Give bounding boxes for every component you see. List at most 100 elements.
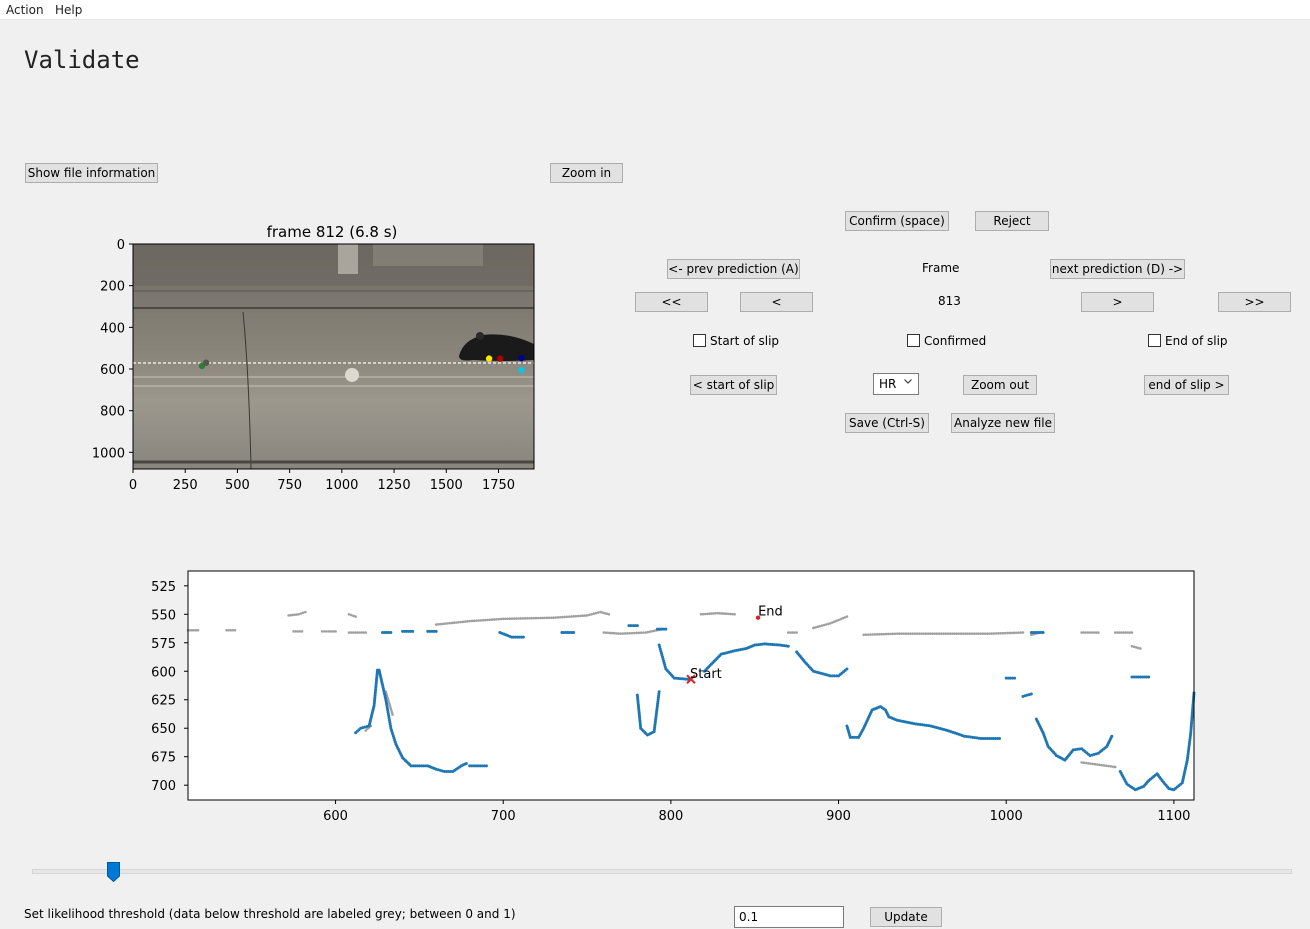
data-point-low — [492, 618, 496, 621]
data-point-low — [891, 632, 895, 636]
data-point-low — [955, 632, 958, 635]
threshold-input[interactable] — [734, 906, 844, 928]
data-point — [417, 764, 421, 768]
step-forward-button[interactable]: > — [1081, 292, 1154, 312]
keypoint-marker — [496, 355, 504, 362]
data-point-low — [299, 612, 303, 615]
data-point-low — [463, 620, 467, 623]
data-point-low — [608, 631, 612, 635]
data-point-low — [1092, 631, 1096, 634]
data-point — [1132, 675, 1136, 679]
data-point — [484, 764, 488, 768]
save-button[interactable]: Save (Ctrl-S) — [845, 413, 929, 433]
checkbox-box[interactable] — [693, 334, 706, 347]
data-point-low — [479, 619, 483, 622]
menu-help[interactable]: Help — [55, 3, 83, 17]
x-tick-label: 1750 — [482, 478, 515, 493]
threshold-slider-track[interactable] — [32, 869, 1292, 874]
data-point-low — [621, 632, 625, 635]
data-point-low — [325, 630, 328, 633]
prev-prediction-button[interactable]: <- prev prediction (A) — [667, 259, 800, 279]
data-point-low — [583, 614, 587, 617]
end-of-slip-checkbox[interactable]: End of slip — [1148, 334, 1228, 348]
data-point-low — [1093, 762, 1097, 766]
data-point — [985, 736, 989, 740]
data-point-low — [443, 622, 447, 625]
data-point-low — [388, 702, 391, 706]
data-point-low — [953, 632, 956, 635]
data-point-low — [592, 612, 596, 616]
data-point — [380, 631, 384, 635]
data-point-low — [994, 632, 998, 635]
start-of-slip-checkbox[interactable]: Start of slip — [693, 334, 779, 348]
confirm-button[interactable]: Confirm (space) — [845, 211, 949, 231]
data-point-low — [786, 631, 790, 634]
confirmed-checkbox[interactable]: Confirmed — [907, 334, 986, 348]
data-point — [447, 770, 451, 774]
data-point-low — [917, 632, 921, 635]
x-tick-label: 0 — [129, 478, 137, 493]
data-point-low — [561, 615, 564, 619]
x-tick-label: 1100 — [1157, 809, 1190, 824]
data-point-low — [824, 623, 828, 626]
data-point-low — [385, 694, 389, 698]
data-point-low — [716, 611, 720, 615]
jump-back-button[interactable]: << — [635, 292, 708, 312]
data-point-low — [354, 615, 357, 618]
data-point-low — [900, 632, 903, 635]
data-point-low — [632, 631, 636, 635]
data-point-low — [366, 727, 369, 731]
data-point — [389, 631, 393, 635]
x-tick-label: 1250 — [378, 478, 411, 493]
data-point-low — [1088, 631, 1092, 634]
data-point-low — [504, 617, 507, 621]
data-point — [426, 629, 430, 633]
start-label: Start — [690, 667, 722, 682]
data-point-low — [893, 632, 897, 636]
data-point-low — [1014, 631, 1018, 635]
data-point-low — [703, 612, 707, 616]
next-prediction-button[interactable]: next prediction (D) -> — [1050, 259, 1185, 279]
limb-select[interactable]: HR — [873, 373, 919, 395]
data-point — [1013, 676, 1017, 680]
data-point — [848, 735, 852, 739]
data-point-low — [898, 632, 901, 635]
data-point — [464, 762, 468, 766]
data-point — [629, 624, 633, 628]
data-point — [1147, 675, 1151, 679]
update-button[interactable]: Update — [870, 907, 942, 927]
data-point — [411, 764, 415, 768]
data-point-low — [935, 632, 939, 635]
jump-forward-button[interactable]: >> — [1218, 292, 1291, 312]
data-point-low — [508, 617, 512, 621]
data-point-low — [570, 615, 573, 618]
checkbox-box[interactable] — [1148, 334, 1161, 347]
show-file-info-button[interactable]: Show file information — [25, 163, 158, 183]
data-point-low — [490, 618, 494, 621]
reject-button[interactable]: Reject — [975, 211, 1049, 231]
data-point-low — [194, 628, 198, 632]
data-point-low — [349, 613, 353, 617]
checkbox-box[interactable] — [907, 334, 920, 347]
menu-action[interactable]: Action — [6, 3, 44, 17]
analyze-new-file-button[interactable]: Analyze new file — [951, 413, 1055, 433]
end-of-slip-nav-button[interactable]: end of slip > — [1144, 375, 1229, 395]
data-point-low — [957, 632, 961, 635]
data-point-low — [497, 617, 501, 621]
zoom-out-button[interactable]: Zoom out — [963, 375, 1037, 395]
chevron-down-icon — [904, 379, 912, 384]
threshold-slider-thumb[interactable] — [106, 862, 120, 882]
data-point — [468, 764, 472, 768]
data-point-low — [639, 631, 643, 635]
data-point-low — [1008, 631, 1011, 635]
keypoint-marker — [485, 355, 493, 362]
y-tick-label: 600 — [100, 363, 125, 378]
zoom-in-button[interactable]: Zoom in — [550, 163, 623, 183]
start-of-slip-nav-button[interactable]: < start of slip — [690, 375, 777, 395]
data-point-low — [828, 622, 832, 625]
data-point-low — [437, 623, 440, 626]
step-back-button[interactable]: < — [740, 292, 813, 312]
data-point-low — [1095, 631, 1098, 634]
annotations: Start End — [686, 605, 783, 684]
data-point — [627, 624, 631, 628]
